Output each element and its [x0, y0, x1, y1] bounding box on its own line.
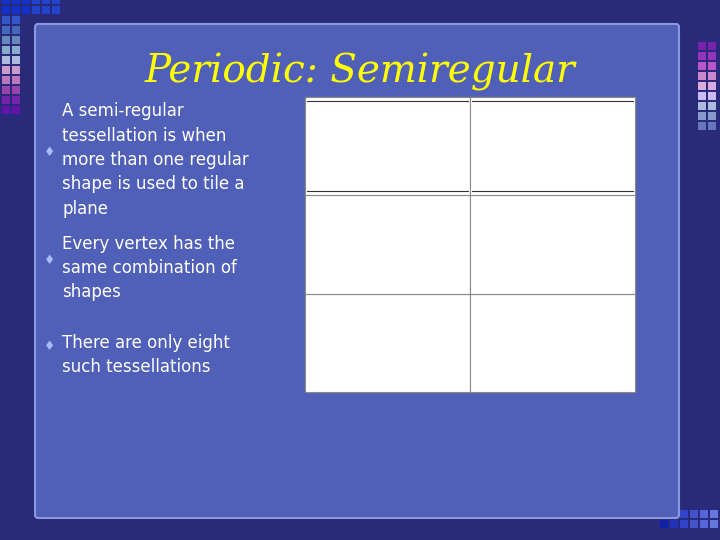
Bar: [660, 510, 668, 518]
Bar: [2, 86, 10, 94]
Bar: [554, 222, 592, 244]
FancyBboxPatch shape: [35, 24, 679, 518]
Bar: [698, 122, 706, 130]
Bar: [473, 269, 511, 291]
Bar: [2, 56, 10, 64]
Bar: [698, 72, 706, 80]
Bar: [710, 520, 718, 528]
Bar: [2, 16, 10, 24]
Bar: [660, 520, 668, 528]
Bar: [698, 82, 706, 90]
Bar: [12, 6, 20, 14]
Text: ♦: ♦: [45, 145, 55, 159]
Bar: [12, 26, 20, 34]
Bar: [12, 106, 20, 114]
Bar: [708, 42, 716, 50]
Bar: [2, 46, 10, 54]
Bar: [22, 0, 30, 4]
Bar: [680, 520, 688, 528]
Bar: [305, 294, 470, 392]
Bar: [2, 96, 10, 104]
Bar: [2, 36, 10, 44]
Bar: [708, 112, 716, 120]
Bar: [680, 510, 688, 518]
Bar: [708, 92, 716, 100]
Bar: [513, 246, 552, 267]
Bar: [670, 510, 678, 518]
Bar: [52, 0, 60, 4]
Bar: [594, 246, 632, 267]
Bar: [700, 520, 708, 528]
Bar: [470, 294, 635, 392]
Bar: [12, 56, 20, 64]
Text: There are only eight
such tessellations: There are only eight such tessellations: [62, 334, 230, 376]
Bar: [305, 195, 470, 294]
Bar: [698, 102, 706, 110]
Bar: [698, 52, 706, 60]
Bar: [708, 122, 716, 130]
Bar: [405, 298, 435, 341]
Bar: [32, 6, 40, 14]
Bar: [708, 102, 716, 110]
Bar: [12, 36, 20, 44]
Bar: [437, 298, 467, 341]
Bar: [473, 222, 511, 244]
Bar: [305, 97, 635, 392]
Text: Periodic: Semiregular: Periodic: Semiregular: [145, 53, 575, 91]
Bar: [2, 76, 10, 84]
Bar: [594, 198, 632, 220]
Bar: [12, 16, 20, 24]
Bar: [513, 198, 552, 220]
Bar: [2, 26, 10, 34]
Bar: [708, 82, 716, 90]
Bar: [52, 6, 60, 14]
Bar: [305, 97, 470, 195]
Bar: [12, 0, 20, 4]
Bar: [700, 510, 708, 518]
Bar: [708, 62, 716, 70]
Bar: [12, 96, 20, 104]
Bar: [670, 520, 678, 528]
Bar: [32, 0, 40, 4]
Bar: [698, 42, 706, 50]
Bar: [372, 298, 402, 341]
Bar: [2, 66, 10, 74]
Bar: [308, 298, 338, 341]
Bar: [22, 6, 30, 14]
Bar: [2, 6, 10, 14]
Bar: [708, 52, 716, 60]
Bar: [12, 86, 20, 94]
Bar: [698, 92, 706, 100]
Bar: [708, 72, 716, 80]
Bar: [698, 112, 706, 120]
Text: ♦: ♦: [45, 341, 55, 354]
Bar: [690, 510, 698, 518]
Text: A semi-regular
tessellation is when
more than one regular
shape is used to tile : A semi-regular tessellation is when more…: [62, 103, 248, 218]
Text: ♦: ♦: [45, 253, 55, 267]
Bar: [340, 298, 370, 341]
Bar: [698, 62, 706, 70]
Text: Every vertex has the
same combination of
shapes: Every vertex has the same combination of…: [62, 235, 237, 301]
Bar: [710, 510, 718, 518]
Bar: [2, 0, 10, 4]
Bar: [42, 0, 50, 4]
Bar: [2, 106, 10, 114]
Bar: [42, 6, 50, 14]
Bar: [690, 520, 698, 528]
Bar: [470, 97, 635, 195]
Bar: [554, 269, 592, 291]
Bar: [12, 66, 20, 74]
Bar: [470, 195, 635, 294]
Bar: [12, 46, 20, 54]
Bar: [12, 76, 20, 84]
